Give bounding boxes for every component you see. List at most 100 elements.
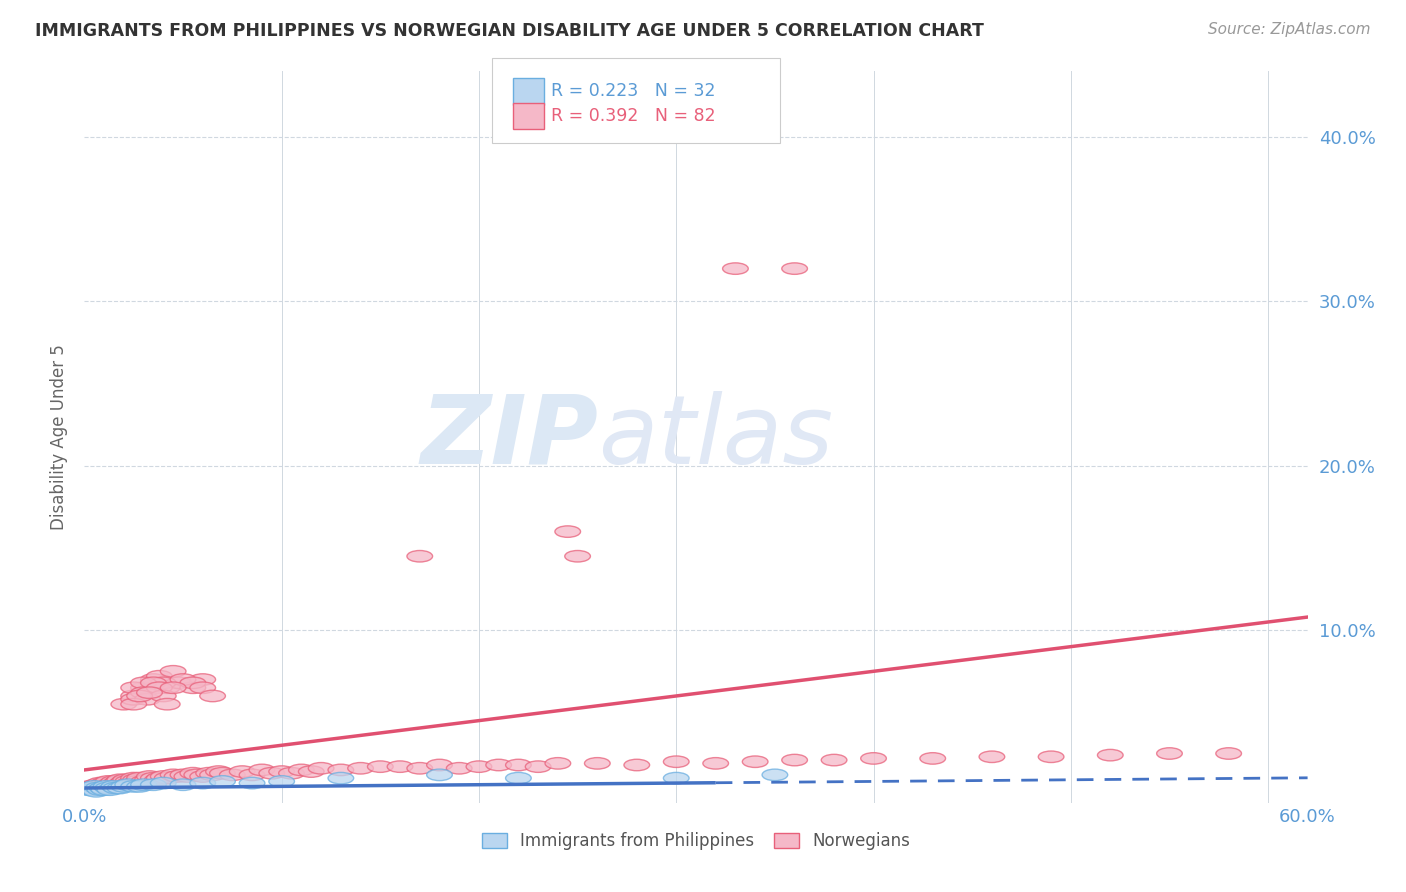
Y-axis label: Disability Age Under 5: Disability Age Under 5: [51, 344, 69, 530]
Ellipse shape: [664, 772, 689, 784]
Ellipse shape: [328, 764, 354, 776]
Ellipse shape: [150, 690, 176, 702]
Ellipse shape: [145, 774, 170, 786]
Ellipse shape: [146, 671, 172, 682]
Ellipse shape: [585, 757, 610, 769]
Ellipse shape: [821, 755, 846, 766]
Text: ZIP: ZIP: [420, 391, 598, 483]
Ellipse shape: [200, 769, 225, 780]
Ellipse shape: [115, 779, 141, 790]
Ellipse shape: [190, 682, 215, 693]
Ellipse shape: [526, 761, 551, 772]
Ellipse shape: [96, 776, 121, 787]
Ellipse shape: [93, 780, 120, 792]
Ellipse shape: [565, 550, 591, 562]
Ellipse shape: [86, 780, 111, 792]
Ellipse shape: [86, 782, 111, 794]
Ellipse shape: [103, 777, 129, 789]
Ellipse shape: [97, 779, 122, 790]
Ellipse shape: [406, 550, 433, 562]
Ellipse shape: [239, 777, 264, 789]
Ellipse shape: [76, 782, 101, 794]
Ellipse shape: [83, 779, 110, 790]
Ellipse shape: [121, 780, 146, 792]
Ellipse shape: [77, 780, 103, 792]
Ellipse shape: [174, 771, 200, 782]
Ellipse shape: [127, 690, 152, 702]
Ellipse shape: [122, 774, 149, 786]
Ellipse shape: [308, 763, 335, 774]
Ellipse shape: [107, 774, 132, 786]
Ellipse shape: [486, 759, 512, 771]
Ellipse shape: [105, 776, 131, 787]
Ellipse shape: [101, 780, 127, 792]
Ellipse shape: [135, 774, 160, 786]
Ellipse shape: [664, 756, 689, 767]
Ellipse shape: [219, 769, 245, 780]
Ellipse shape: [170, 779, 195, 790]
Ellipse shape: [200, 690, 225, 702]
Ellipse shape: [150, 677, 176, 689]
Ellipse shape: [239, 769, 264, 780]
Ellipse shape: [426, 759, 453, 771]
Ellipse shape: [100, 777, 125, 789]
Ellipse shape: [506, 759, 531, 771]
Ellipse shape: [83, 786, 110, 797]
Ellipse shape: [96, 782, 121, 794]
Ellipse shape: [111, 776, 136, 787]
Ellipse shape: [79, 784, 105, 796]
Ellipse shape: [141, 772, 166, 784]
Ellipse shape: [860, 753, 886, 764]
Ellipse shape: [155, 682, 180, 693]
Ellipse shape: [82, 780, 107, 792]
Ellipse shape: [367, 761, 394, 772]
Text: R = 0.223   N = 32: R = 0.223 N = 32: [551, 82, 716, 100]
Ellipse shape: [141, 779, 166, 790]
Ellipse shape: [155, 772, 180, 784]
Ellipse shape: [117, 777, 142, 789]
Ellipse shape: [180, 677, 205, 689]
Ellipse shape: [121, 698, 146, 710]
Ellipse shape: [782, 755, 807, 766]
Ellipse shape: [107, 782, 132, 794]
Ellipse shape: [555, 526, 581, 537]
Ellipse shape: [723, 263, 748, 275]
Text: Source: ZipAtlas.com: Source: ZipAtlas.com: [1208, 22, 1371, 37]
Ellipse shape: [205, 766, 232, 777]
Ellipse shape: [97, 784, 122, 796]
Ellipse shape: [1216, 747, 1241, 759]
Ellipse shape: [91, 777, 117, 789]
Ellipse shape: [259, 767, 284, 779]
Ellipse shape: [184, 769, 209, 780]
Ellipse shape: [131, 776, 156, 787]
Ellipse shape: [180, 682, 205, 693]
Ellipse shape: [141, 673, 166, 685]
Ellipse shape: [93, 780, 120, 792]
Ellipse shape: [762, 769, 787, 780]
Ellipse shape: [190, 777, 215, 789]
Ellipse shape: [387, 761, 413, 772]
Ellipse shape: [160, 682, 186, 693]
Ellipse shape: [90, 782, 115, 794]
Ellipse shape: [166, 677, 191, 689]
Ellipse shape: [1098, 749, 1123, 761]
Ellipse shape: [131, 687, 156, 698]
Ellipse shape: [209, 767, 235, 779]
Ellipse shape: [135, 693, 160, 705]
Ellipse shape: [131, 682, 156, 693]
Ellipse shape: [141, 677, 166, 689]
Ellipse shape: [155, 698, 180, 710]
Ellipse shape: [110, 777, 135, 789]
Ellipse shape: [111, 698, 136, 710]
Ellipse shape: [170, 769, 195, 780]
Ellipse shape: [288, 764, 314, 776]
Ellipse shape: [229, 766, 254, 777]
Ellipse shape: [298, 766, 323, 777]
Ellipse shape: [467, 761, 492, 772]
Ellipse shape: [190, 673, 215, 685]
Ellipse shape: [146, 682, 172, 693]
Ellipse shape: [127, 780, 152, 792]
Ellipse shape: [115, 776, 141, 787]
Ellipse shape: [76, 784, 101, 796]
Ellipse shape: [1038, 751, 1064, 763]
